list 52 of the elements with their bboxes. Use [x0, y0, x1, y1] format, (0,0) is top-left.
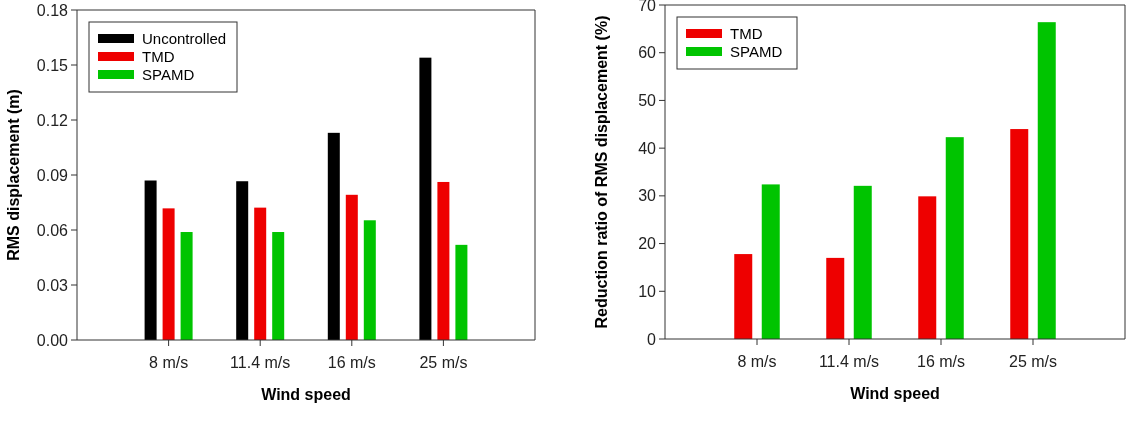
bar — [437, 181, 450, 340]
legend-label: Uncontrolled — [142, 29, 227, 47]
bar — [826, 257, 845, 339]
y-tick-label: 0.09 — [36, 166, 69, 184]
y-axis-title: Reduction ratio of RMS displacement (%) — [593, 15, 610, 329]
y-tick-label: 20 — [638, 235, 657, 253]
y-tick-label: 40 — [638, 139, 657, 157]
y-tick-label: 0.00 — [36, 331, 69, 349]
x-tick-label: 8 m/s — [737, 353, 777, 370]
bar — [236, 181, 249, 340]
bar — [918, 196, 937, 339]
bar — [180, 232, 193, 340]
bar — [1037, 22, 1056, 339]
bar — [853, 185, 872, 339]
y-tick-label: 60 — [638, 44, 657, 62]
x-tick-label: 25 m/s — [419, 354, 468, 371]
y-tick-label: 0.18 — [36, 1, 69, 19]
x-tick-label: 11.4 m/s — [230, 354, 291, 371]
legend-label: TMD — [730, 24, 763, 42]
x-tick-label: 8 m/s — [149, 354, 189, 371]
bar — [734, 254, 753, 339]
bar — [162, 208, 175, 340]
y-tick-label: 0 — [647, 330, 657, 348]
y-tick-label: 0.03 — [36, 276, 69, 294]
y-axis-title: RMS displacement (m) — [5, 89, 22, 261]
bar — [144, 180, 157, 340]
y-tick-label: 0.06 — [36, 221, 69, 239]
bar — [345, 194, 358, 340]
bar — [363, 220, 376, 340]
legend-label: SPAMD — [142, 65, 195, 83]
y-tick-label: 0.15 — [36, 56, 69, 74]
y-tick-label: 30 — [638, 187, 657, 205]
y-tick-label: 70 — [638, 0, 657, 14]
x-tick-label: 11.4 m/s — [818, 353, 880, 370]
legend-label: SPAMD — [730, 42, 783, 60]
y-tick-label: 0.12 — [36, 111, 69, 129]
x-tick-label: 16 m/s — [916, 353, 966, 370]
bar — [419, 57, 432, 340]
bar — [945, 137, 964, 339]
x-axis-title: Wind speed — [850, 385, 940, 402]
bar — [761, 184, 780, 339]
x-axis-title: Wind speed — [261, 386, 351, 403]
bar — [1010, 129, 1029, 339]
x-tick-label: 25 m/s — [1008, 353, 1058, 370]
bar — [327, 132, 340, 340]
legend-label: TMD — [142, 47, 175, 65]
bar — [272, 232, 285, 340]
y-tick-label: 10 — [638, 282, 657, 300]
bar — [254, 207, 267, 340]
x-tick-label: 16 m/s — [327, 354, 376, 371]
y-tick-label: 50 — [638, 92, 657, 110]
bar — [455, 244, 468, 340]
